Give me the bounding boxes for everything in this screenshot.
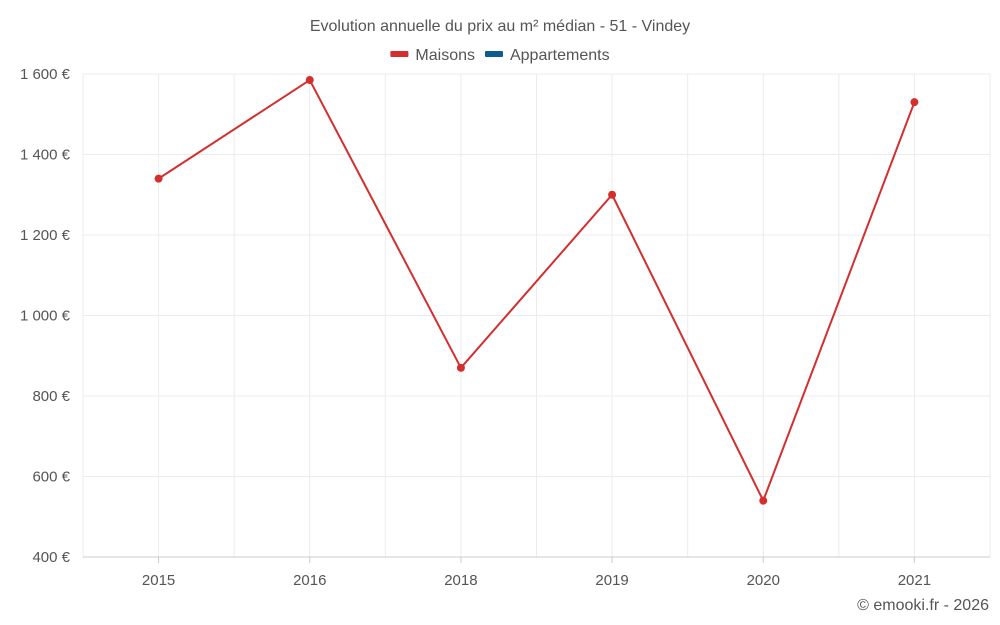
data-point-2020[interactable] [759, 496, 768, 505]
y-tick-label: 600 € [32, 469, 70, 486]
y-tick-label: 400 € [32, 549, 70, 566]
y-axis-ticks: 400 € 600 € 800 € 1 000 € 1 200 € 1 400 € 1 60… [20, 66, 71, 566]
y-tick-label: 1 000 € [20, 308, 71, 325]
data-point-2019[interactable] [608, 190, 617, 199]
y-tick-label: 800 € [32, 388, 70, 405]
x-tick-label: 2018 [444, 572, 477, 589]
legend-swatch [484, 51, 503, 57]
legend-label: Maisons [415, 47, 475, 64]
data-point-2021[interactable] [910, 98, 919, 107]
x-tick-label: 2019 [595, 572, 628, 589]
data-point-2018[interactable] [456, 363, 465, 372]
x-tick-label: 2016 [293, 572, 326, 589]
legend-swatch [390, 51, 409, 57]
legend: Maisons Appartements [390, 47, 610, 64]
legend-item-maisons[interactable]: Maisons [390, 47, 475, 64]
y-tick-label: 1 600 € [20, 66, 71, 83]
data-point-2015[interactable] [154, 174, 163, 183]
chart-title: Evolution annuelle du prix au m² médian … [310, 18, 690, 35]
x-tick-label: 2015 [142, 572, 175, 589]
y-tick-label: 1 400 € [20, 147, 71, 164]
legend-item-appartements[interactable]: Appartements [484, 47, 610, 64]
x-gridlines [82, 74, 991, 557]
series-layer [154, 76, 919, 505]
series-line-maisons [158, 79, 916, 502]
credit-text: © emooki.fr - 2026 [857, 597, 989, 614]
y-tick-label: 1 200 € [20, 227, 71, 244]
x-tick-label: 2021 [898, 572, 931, 589]
x-axis-ticks: 2015 2016 2018 2019 2020 2021 [142, 557, 931, 589]
x-tick-label: 2020 [747, 572, 780, 589]
data-point-2016[interactable] [305, 76, 314, 85]
legend-label: Appartements [510, 47, 610, 64]
